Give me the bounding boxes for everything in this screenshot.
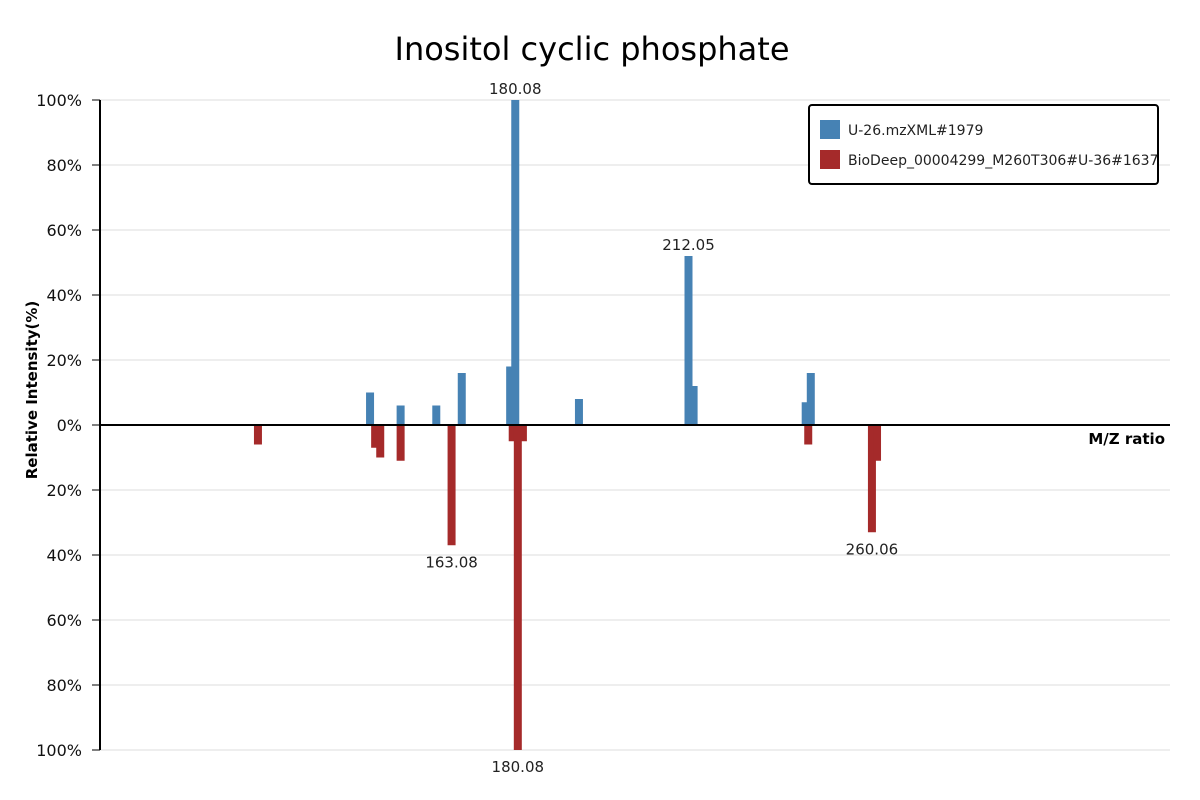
chart-title: Inositol cyclic phosphate [395, 30, 790, 68]
bar-series-1-8 [684, 256, 693, 425]
peak-labels: 180.08 212.05 163.08 180.08 260.06 [425, 80, 898, 776]
bar-series-1-1 [366, 392, 375, 425]
bar-series-1-3 [432, 405, 441, 425]
legend-label-series-1: U-26.mzXML#1979 [848, 123, 983, 139]
y-tick-label: 40% [46, 286, 82, 305]
peak-label-2: 212.05 [662, 236, 715, 254]
y-tick-label: 20% [46, 481, 82, 500]
y-tick-label: 80% [46, 156, 82, 175]
legend: U-26.mzXML#1979 BioDeep_00004299_M260T30… [808, 104, 1159, 185]
bar-series-2-2 [371, 425, 380, 448]
legend-box [808, 104, 1159, 185]
peak-label-1: 180.08 [489, 80, 542, 98]
legend-swatch-series-2 [820, 150, 840, 169]
bar-series-1-5 [506, 366, 515, 425]
legend-swatch-series-1 [820, 120, 840, 139]
y-tick-label: 60% [46, 221, 82, 240]
bar-series-1-11 [806, 373, 815, 425]
bar-series-1-7 [574, 399, 583, 425]
peak-label-4: 180.08 [492, 758, 545, 776]
bar-series-2-6 [508, 425, 517, 442]
axes: 0% 20% 40% 60% 80% 100% 20% 40% 60% 80% 100% [36, 91, 1170, 760]
y-tick-label: 100% [36, 91, 82, 110]
y-axis-label: Relative Intensity(%) [23, 301, 41, 480]
bar-series-1-4 [457, 373, 466, 425]
bar-series-2-3 [376, 425, 385, 458]
y-tick-label: 60% [46, 611, 82, 630]
bar-series-2-5 [447, 425, 456, 546]
bar-series-1-6 [511, 100, 520, 425]
y-tick-label: 100% [36, 741, 82, 760]
bar-series-2-1 [253, 425, 262, 445]
grid-lines [100, 99, 1170, 751]
y-tick-label: 40% [46, 546, 82, 565]
legend-label-series-2: BioDeep_00004299_M260T306#U-36#1637 [848, 153, 1159, 169]
bar-series-2-7 [513, 425, 522, 750]
y-tick-label: 0% [57, 416, 82, 435]
bar-series-2-10 [867, 425, 876, 533]
bar-series-2-11 [873, 425, 882, 461]
peak-label-5: 260.06 [846, 540, 899, 558]
bars-layer [253, 100, 882, 750]
y-tick-label: 20% [46, 351, 82, 370]
bar-series-2-4 [396, 425, 405, 461]
bar-series-2-9 [804, 425, 813, 445]
y-tick-label: 80% [46, 676, 82, 695]
bar-series-1-10 [801, 402, 810, 425]
x-axis-label: M/Z ratio [1088, 430, 1165, 448]
peak-label-3: 163.08 [425, 553, 478, 571]
bar-series-1-2 [396, 405, 405, 425]
bar-series-1-9 [689, 386, 698, 425]
bar-series-2-8 [518, 425, 527, 442]
